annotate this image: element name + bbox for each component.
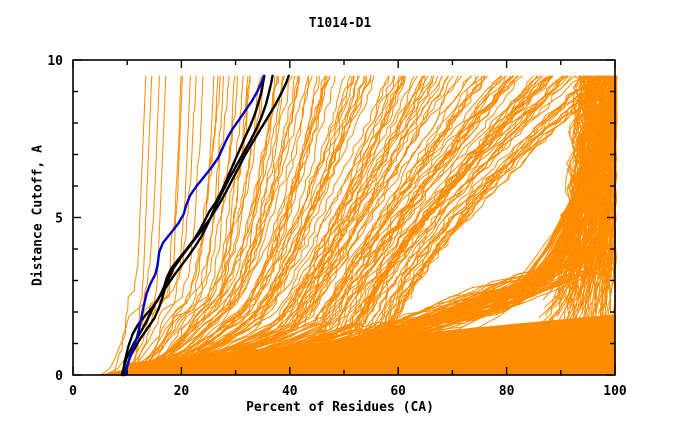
- ensemble-curve: [109, 75, 327, 376]
- ensemble-curve: [101, 75, 544, 376]
- y-tick-label: 5: [55, 212, 63, 227]
- ensemble-curve: [122, 75, 569, 376]
- x-axis-label: Percent of Residues (CA): [246, 400, 434, 415]
- ensemble-curve: [122, 75, 278, 376]
- ensemble-curve: [135, 75, 251, 376]
- ensemble-curve: [111, 75, 424, 376]
- ensemble-curve: [113, 75, 404, 376]
- ensemble-curve: [594, 75, 611, 267]
- ensemble-curve: [123, 75, 298, 376]
- highlight-curve-highlight-blue: [123, 74, 265, 377]
- ensemble-curve: [118, 75, 249, 376]
- ensemble-curve: [113, 75, 147, 376]
- ensemble-curves: [95, 75, 618, 376]
- x-tick-label: 60: [390, 384, 406, 399]
- ensemble-curve: [101, 75, 300, 376]
- ensemble-curve: [102, 75, 542, 376]
- ensemble-curve: [115, 75, 407, 376]
- ensemble-curve: [100, 75, 503, 376]
- ensemble-curve: [105, 75, 400, 376]
- x-tick-label: 40: [282, 384, 298, 399]
- ensemble-curve: [135, 75, 336, 376]
- ensemble-curve: [115, 75, 511, 376]
- ensemble-dense-band: [121, 314, 617, 375]
- y-tick-label: 10: [47, 54, 63, 69]
- ensemble-curve: [100, 75, 160, 376]
- ensemble-curve: [135, 75, 236, 376]
- ensemble-curve: [99, 75, 434, 376]
- ensemble-curve: [125, 75, 293, 376]
- ensemble-curve: [136, 75, 191, 376]
- ensemble-curve: [102, 75, 587, 376]
- ensemble-curve: [111, 75, 390, 376]
- ensemble-curve: [585, 75, 608, 305]
- ensemble-curve: [586, 75, 606, 276]
- ensemble-curve: [114, 75, 472, 376]
- ensemble-curve: [136, 75, 426, 376]
- x-tick-label: 80: [499, 384, 515, 399]
- ensemble-curve: [576, 75, 605, 296]
- ensemble-curve: [114, 75, 326, 376]
- ensemble-curve: [592, 75, 611, 280]
- ensemble-curve: [543, 75, 588, 286]
- ensemble-curve: [101, 75, 264, 376]
- highlight-curve-highlight-black-3: [122, 74, 290, 377]
- ensemble-curve: [607, 75, 616, 314]
- ensemble-curve: [118, 75, 372, 376]
- ensemble-curve: [115, 75, 238, 376]
- ensemble-curve: [109, 75, 567, 376]
- ensemble-curve: [113, 75, 568, 376]
- ensemble-curve: [117, 75, 204, 376]
- ensemble-curve: [119, 75, 520, 376]
- ensemble-curve: [105, 75, 353, 376]
- x-tick-label: 100: [603, 384, 627, 399]
- chart-title: T1014-D1: [308, 16, 372, 31]
- ensemble-curve: [111, 75, 356, 376]
- ensemble-curve: [122, 75, 230, 376]
- ensemble-curve: [567, 75, 602, 268]
- y-axis-label: Distance Cutoff, A: [30, 145, 46, 286]
- ensemble-curve: [109, 75, 552, 376]
- ensemble-curve: [136, 75, 404, 376]
- highlight-curve-highlight-black-2: [120, 74, 274, 377]
- ensemble-curve: [113, 75, 265, 376]
- ensemble-curve: [117, 75, 486, 376]
- x-tick-label: 20: [174, 384, 190, 399]
- ensemble-curve: [115, 75, 486, 376]
- ensemble-curve: [121, 75, 280, 376]
- ensemble-curve: [119, 75, 182, 376]
- ensemble-curve: [135, 75, 419, 376]
- ensemble-curve: [123, 75, 167, 376]
- ensemble-curve: [567, 75, 596, 310]
- plot-axes: [72, 59, 616, 376]
- ensemble-curve: [120, 75, 310, 376]
- highlight-curve-highlight-black-1: [121, 74, 266, 377]
- highlight-curves: [120, 74, 290, 377]
- tick-labels: 0 20 40 60 80 100 0 5 10: [47, 54, 627, 399]
- x-tick-label: 0: [69, 384, 77, 399]
- ensemble-curve: [129, 75, 263, 376]
- y-tick-label: 0: [55, 369, 63, 384]
- ensemble-curve: [110, 75, 502, 376]
- ensemble-curve: [115, 75, 552, 376]
- ensemble-curve: [117, 75, 331, 376]
- ensemble-curve: [102, 75, 310, 376]
- ensemble-curve: [117, 75, 564, 376]
- ensemble-curve: [129, 75, 502, 376]
- ensemble-curve: [561, 75, 600, 293]
